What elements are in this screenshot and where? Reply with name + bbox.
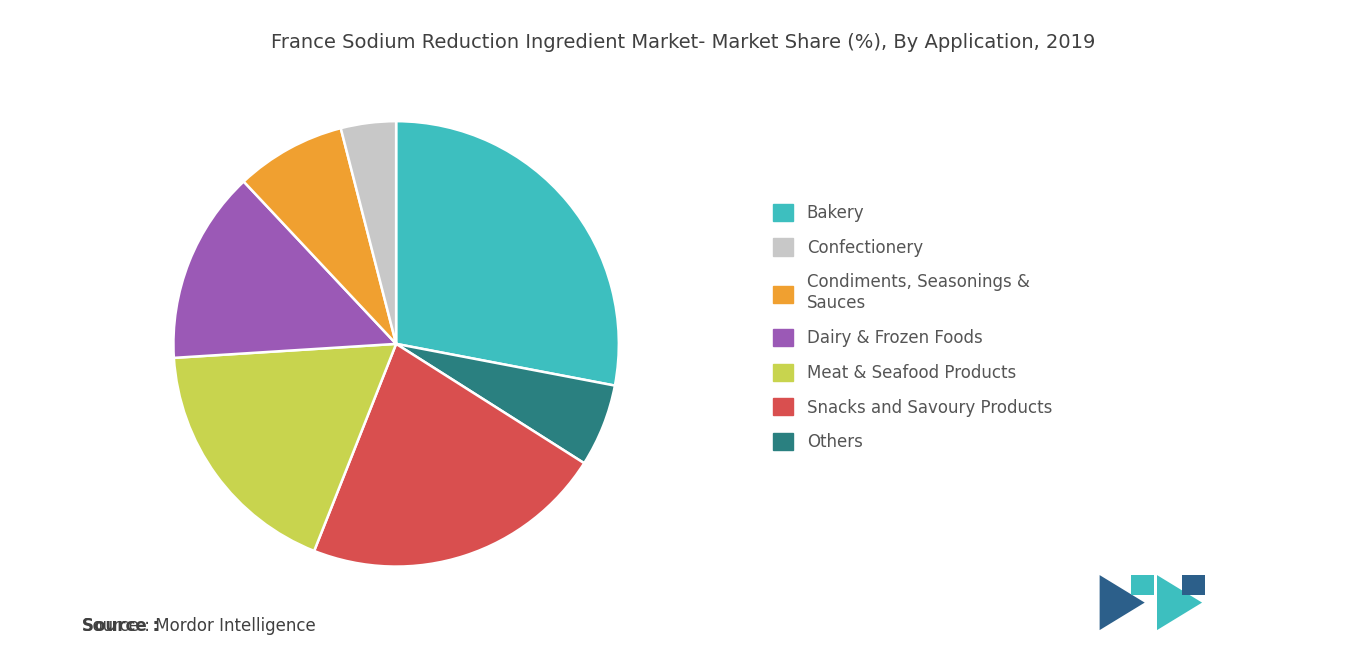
Text: France Sodium Reduction Ingredient Market- Market Share (%), By Application, 201: France Sodium Reduction Ingredient Marke…	[270, 33, 1096, 52]
Wedge shape	[173, 181, 396, 358]
Wedge shape	[173, 344, 396, 551]
Wedge shape	[243, 128, 396, 344]
Wedge shape	[396, 121, 619, 386]
Text: Source :: Source :	[82, 618, 158, 635]
Wedge shape	[314, 344, 585, 567]
Text: Source : Mordor Intelligence: Source : Mordor Intelligence	[82, 618, 316, 635]
Wedge shape	[396, 344, 615, 463]
Wedge shape	[340, 121, 396, 344]
Legend: Bakery, Confectionery, Condiments, Seasonings &
Sauces, Dairy & Frozen Foods, Me: Bakery, Confectionery, Condiments, Seaso…	[773, 204, 1052, 451]
